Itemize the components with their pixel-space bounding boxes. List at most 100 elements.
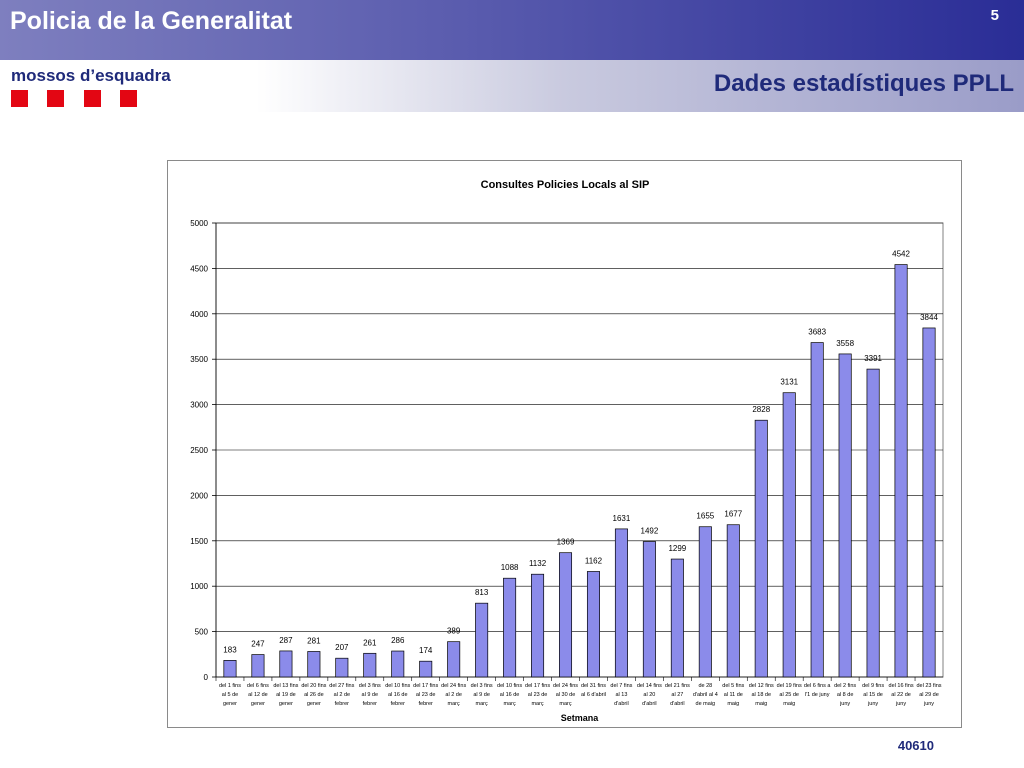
- x-tick-label: del 31 fins: [581, 683, 606, 689]
- x-tick-label: d'abril al 4: [693, 692, 718, 698]
- x-tick-label: març: [531, 701, 543, 707]
- x-tick-label: del 9 fins: [862, 683, 884, 689]
- x-tick-label: del 10 fins: [497, 683, 522, 689]
- x-tick-label: al 20: [643, 692, 655, 698]
- page-number: 5: [990, 7, 999, 24]
- x-tick-label: del 20 fins: [301, 683, 326, 689]
- x-tick-label: del 3 fins: [471, 683, 493, 689]
- bar: [503, 577, 517, 678]
- data-label: 287: [279, 636, 293, 645]
- x-tick-label: març: [476, 701, 488, 707]
- x-tick-label: maig: [783, 701, 795, 707]
- x-tick-label: gener: [251, 701, 265, 707]
- x-tick-label: del 6 fins: [247, 683, 269, 689]
- x-tick-label: març: [448, 701, 460, 707]
- x-tick-label: del 23 fins: [916, 683, 941, 689]
- x-tick-label: al 12 de: [248, 692, 268, 698]
- x-tick-label: de 28: [698, 683, 712, 689]
- bar: [447, 641, 461, 678]
- bar: [223, 660, 237, 678]
- x-tick-label: del 10 fins: [385, 683, 410, 689]
- subheader-bar: [0, 60, 1024, 112]
- x-tick-label: maig: [755, 701, 767, 707]
- x-tick-label: del 21 fins: [665, 683, 690, 689]
- x-tick-label: del 14 fins: [637, 683, 662, 689]
- y-tick-label: 3000: [190, 401, 208, 410]
- page-title: Policia de la Generalitat: [10, 7, 293, 35]
- data-label: 281: [307, 636, 321, 645]
- x-tick-label: del 17 fins: [525, 683, 550, 689]
- data-label: 1088: [501, 563, 519, 572]
- x-tick-label: al 19 de: [276, 692, 296, 698]
- bar: [670, 558, 684, 678]
- logo-square: [11, 90, 28, 107]
- data-label: 1655: [696, 512, 714, 521]
- x-tick-label: al 27: [671, 692, 683, 698]
- x-tick-label: del 12 fins: [749, 683, 774, 689]
- data-label: 3391: [864, 354, 882, 363]
- x-tick-label: del 17 fins: [413, 683, 438, 689]
- logo-square: [47, 90, 64, 107]
- x-tick-label: febrer: [335, 701, 350, 707]
- bar: [419, 660, 433, 678]
- bar: [698, 526, 712, 678]
- header-bar: [0, 0, 1024, 60]
- data-label: 389: [447, 627, 461, 636]
- bar: [922, 327, 936, 678]
- x-tick-label: maig: [727, 701, 739, 707]
- y-tick-label: 1000: [190, 582, 208, 591]
- x-tick-label: al 5 de: [222, 692, 239, 698]
- x-tick-label: febrer: [363, 701, 378, 707]
- bar: [866, 368, 880, 678]
- data-label: 261: [363, 638, 377, 647]
- bar: [838, 353, 852, 678]
- bar: [726, 524, 740, 678]
- x-tick-label: al 11 de: [724, 692, 743, 698]
- x-tick-label: febrer: [391, 701, 406, 707]
- footer-code: 40610: [897, 738, 934, 753]
- data-label: 174: [419, 646, 433, 655]
- data-label: 207: [335, 643, 349, 652]
- bar-chart: Consultes Policies Locals al SIP 0 500 1000…: [190, 179, 944, 723]
- bar: [475, 602, 489, 678]
- x-tick-label: al 25 de: [779, 692, 799, 698]
- data-label: 813: [475, 588, 489, 597]
- x-tick-label: al 23 de: [416, 692, 436, 698]
- x-tick-label: al 23 de: [528, 692, 548, 698]
- x-tick-label: gener: [307, 701, 321, 707]
- x-tick-label: del 13 fins: [273, 683, 298, 689]
- bar: [754, 419, 768, 678]
- x-tick-label: del 2 fins: [834, 683, 856, 689]
- x-tick-label: del 3 fins: [359, 683, 381, 689]
- x-tick-label: al 2 de: [445, 692, 462, 698]
- x-axis-label: Setmana: [561, 713, 600, 723]
- x-tick-label: del 6 fins a: [804, 683, 832, 689]
- data-label: 3558: [836, 339, 854, 348]
- x-tick-label: al 13: [615, 692, 627, 698]
- x-tick-label: al 30 de: [556, 692, 576, 698]
- data-label: 4542: [892, 250, 910, 259]
- x-tick-label: al 6 d'abril: [581, 692, 606, 698]
- data-label: 183: [223, 645, 237, 654]
- x-tick-label: febrer: [419, 701, 434, 707]
- x-tick-label: gener: [223, 701, 237, 707]
- bar: [614, 528, 628, 678]
- section-title: Dades estadístiques PPLL: [713, 70, 1014, 97]
- x-tick-label: juny: [867, 701, 878, 707]
- x-tick-label: del 19 fins: [777, 683, 802, 689]
- x-tick-label: del 1 fins: [219, 683, 241, 689]
- y-tick-label: 4500: [190, 264, 208, 273]
- bar: [894, 264, 908, 678]
- y-tick-label: 2500: [190, 446, 208, 455]
- bar: [391, 650, 405, 678]
- x-tick-label: al 2 de: [334, 692, 351, 698]
- x-tick-label: del 7 fins: [610, 683, 632, 689]
- y-tick-label: 500: [195, 628, 209, 637]
- x-tick-label: al 29 de: [919, 692, 939, 698]
- x-tick-label: del 24 fins: [441, 683, 466, 689]
- organization-name: mossos d’esquadra: [11, 66, 171, 85]
- y-tick-label: 3500: [190, 355, 208, 364]
- x-tick-label: al 26 de: [304, 692, 324, 698]
- data-label: 1631: [613, 514, 631, 523]
- data-label: 3683: [808, 328, 826, 337]
